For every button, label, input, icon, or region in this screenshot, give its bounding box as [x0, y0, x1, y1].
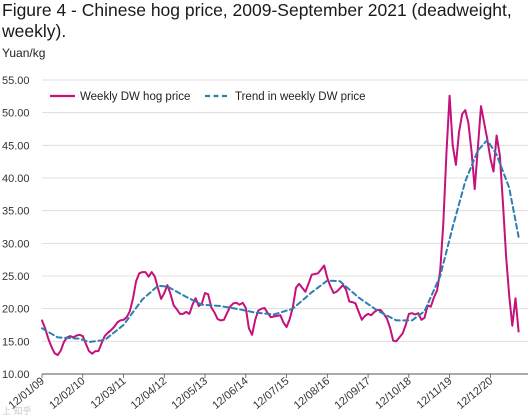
legend-label-trend: Trend in weekly DW price [235, 91, 366, 103]
y-tick-label: 45.00 [2, 140, 30, 152]
series-line-weekly-price [41, 94, 520, 357]
legend-label-weekly-price: Weekly DW hog price [80, 91, 190, 103]
y-axis-ticks: 10.00 15.00 20.00 25.00 30.00 35.00 40.00 45.00… [2, 75, 30, 381]
y-tick-label: 55.00 [2, 75, 30, 87]
x-tick-label: 12/02/10 [47, 375, 88, 412]
y-tick-label: 20.00 [2, 304, 30, 316]
y-tick-label: 50.00 [2, 108, 30, 120]
y-tick-label: 40.00 [2, 173, 30, 185]
series-lines [41, 94, 520, 357]
y-tick-label: 30.00 [2, 238, 30, 250]
x-axis-ticks: 12/01/09 12/02/10 12/03/11 12/04/12 12/05/13… [6, 374, 495, 412]
chart-legend: Weekly DW hog price Trend in weekly DW p… [50, 91, 366, 103]
x-tick-label: 12/03/11 [89, 375, 129, 411]
x-tick-label: 12/07/15 [251, 375, 292, 412]
x-tick-label: 12/10/18 [373, 375, 414, 412]
y-tick-label: 25.00 [2, 271, 30, 283]
x-tick-label: 12/11/19 [415, 375, 455, 411]
grid-lines [42, 79, 528, 375]
chart-title: Figure 4 - Chinese hog price, 2009-Septe… [2, 0, 512, 41]
x-tick-label: 12/06/14 [210, 375, 251, 412]
x-tick-label: 12/09/17 [332, 375, 373, 412]
watermark-logo: 上 知乎 [2, 406, 32, 416]
x-tick-label: 12/05/13 [169, 375, 210, 412]
series-line-trend [41, 139, 520, 343]
x-tick-label: 12/08/16 [292, 375, 333, 412]
x-tick-label: 12/12/20 [455, 375, 496, 412]
y-tick-label: 15.00 [2, 336, 30, 348]
x-tick-label: 12/04/12 [129, 375, 170, 412]
y-axis-unit-label: Yuan/kg [2, 46, 46, 60]
y-tick-label: 35.00 [2, 206, 30, 218]
y-tick-label: 10.00 [2, 369, 30, 381]
